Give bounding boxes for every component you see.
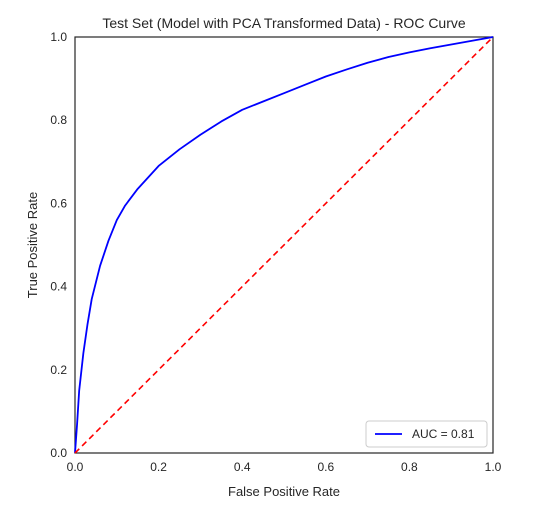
y-tick-label: 0.4 <box>50 280 67 294</box>
x-axis-label: False Positive Rate <box>228 484 340 499</box>
roc-curve-line <box>74 36 494 454</box>
x-tick-label: 1.0 <box>485 460 502 474</box>
x-tick-label: 0.0 <box>67 460 84 474</box>
y-tick-label: 0.6 <box>50 196 67 210</box>
legend-box <box>365 420 488 448</box>
x-tick-label: 0.8 <box>401 460 418 474</box>
ticks-layer: 0.0 0.2 0.4 0.6 0.8 1.0 0.0 0.2 0.4 0.6 0.8 1.0 <box>50 30 501 474</box>
y-tick-label: 0.8 <box>50 113 67 127</box>
x-tick-label: 0.6 <box>317 460 334 474</box>
y-tick-label: 1.0 <box>50 30 67 44</box>
y-tick-label: 0.0 <box>50 446 67 460</box>
chance-diagonal-line <box>74 36 494 454</box>
legend: AUC = 0.81 <box>365 420 488 448</box>
y-tick-label: 0.2 <box>50 363 67 377</box>
x-tick-label: 0.2 <box>150 460 167 474</box>
chart-title: Test Set (Model with PCA Transformed Dat… <box>102 15 466 31</box>
series-layer <box>74 36 494 454</box>
legend-label-auc: AUC = 0.81 <box>412 427 475 441</box>
x-tick-label: 0.4 <box>234 460 251 474</box>
y-axis-label: True Positive Rate <box>25 192 40 298</box>
